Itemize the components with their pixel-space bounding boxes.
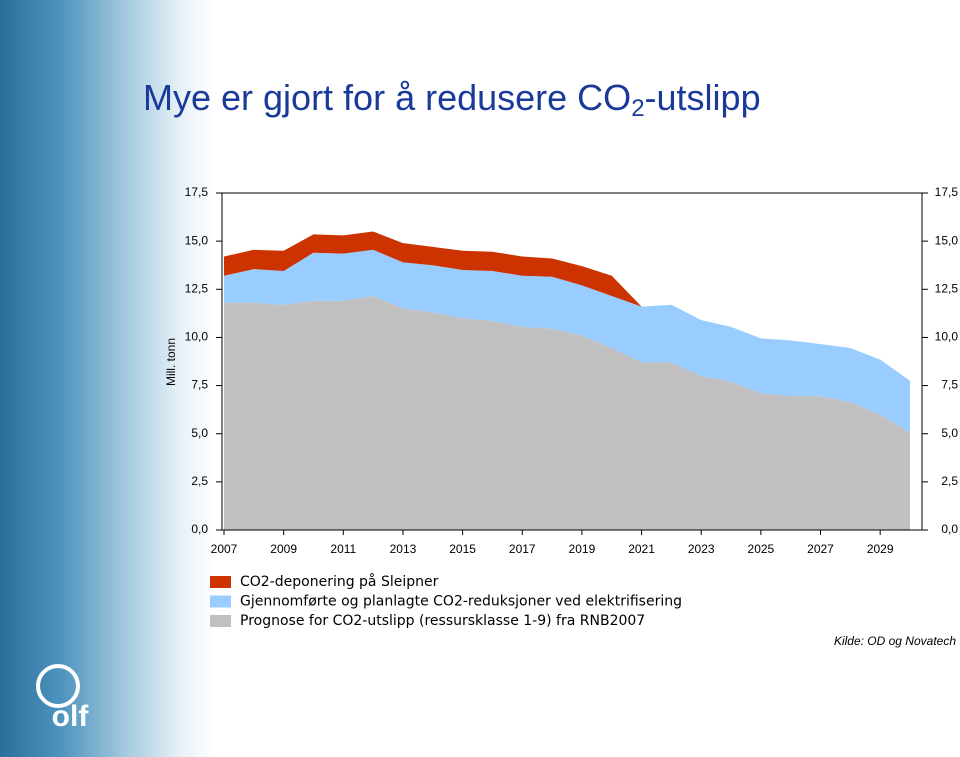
x-tick-label: 2021 <box>628 542 655 556</box>
legend-swatch <box>210 615 231 627</box>
legend-label: Gjennomførte og planlagte CO2-reduksjone… <box>240 594 682 610</box>
y2-tick-label: 0,0 <box>941 522 958 536</box>
y2-tick-label: 7,5 <box>941 378 958 392</box>
title-main: Mye er gjort for å redusere CO <box>143 77 631 118</box>
y2-tick-label: 15,0 <box>935 233 959 247</box>
y-tick-label: 2,5 <box>191 474 208 488</box>
y-tick-label: 7,5 <box>191 378 208 392</box>
title-sub: 2 <box>631 95 644 122</box>
chart-title: Mye er gjort for å redusere CO2-utslipp <box>143 77 761 123</box>
source: Kilde: OD og Novatech <box>834 634 956 648</box>
y-axis-label: Mill. tonn <box>164 338 178 386</box>
x-tick-label: 2027 <box>807 542 834 556</box>
legend-label: Prognose for CO2-utslipp (ressursklasse … <box>240 613 645 629</box>
area <box>224 249 910 433</box>
x-tick-label: 2011 <box>330 542 356 556</box>
y2-tick-label: 2,5 <box>941 474 958 488</box>
legend-swatch <box>210 595 231 608</box>
logo-ring <box>36 664 80 708</box>
y2-tick-label: 12,5 <box>935 281 959 295</box>
x-tick-label: 2013 <box>390 542 417 556</box>
x-tick-label: 2015 <box>449 542 476 556</box>
y2-tick-label: 10,0 <box>935 330 959 344</box>
y2-tick-label: 17,5 <box>935 185 959 199</box>
x-tick-label: 2025 <box>748 542 775 556</box>
legend-label: CO2-deponering på Sleipner <box>240 573 439 590</box>
x-tick-label: 2017 <box>509 542 536 556</box>
x-tick-label: 2009 <box>270 542 297 556</box>
area <box>224 231 910 381</box>
x-tick-label: 2019 <box>569 542 596 556</box>
y-tick-label: 17,5 <box>185 185 209 199</box>
x-tick-label: 2023 <box>688 542 715 556</box>
y-tick-label: 0,0 <box>191 522 208 536</box>
y-tick-label: 5,0 <box>191 426 208 440</box>
y-tick-label: 12,5 <box>185 281 209 295</box>
title-end: -utslipp <box>645 77 761 118</box>
y2-tick-label: 5,0 <box>941 426 958 440</box>
logo: olf <box>52 700 90 733</box>
legend-swatch <box>210 576 231 588</box>
y-tick-label: 15,0 <box>185 233 209 247</box>
x-tick-label: 2029 <box>867 542 894 556</box>
y-tick-label: 10,0 <box>185 330 209 344</box>
x-tick-label: 2007 <box>211 542 238 556</box>
area <box>224 296 910 530</box>
